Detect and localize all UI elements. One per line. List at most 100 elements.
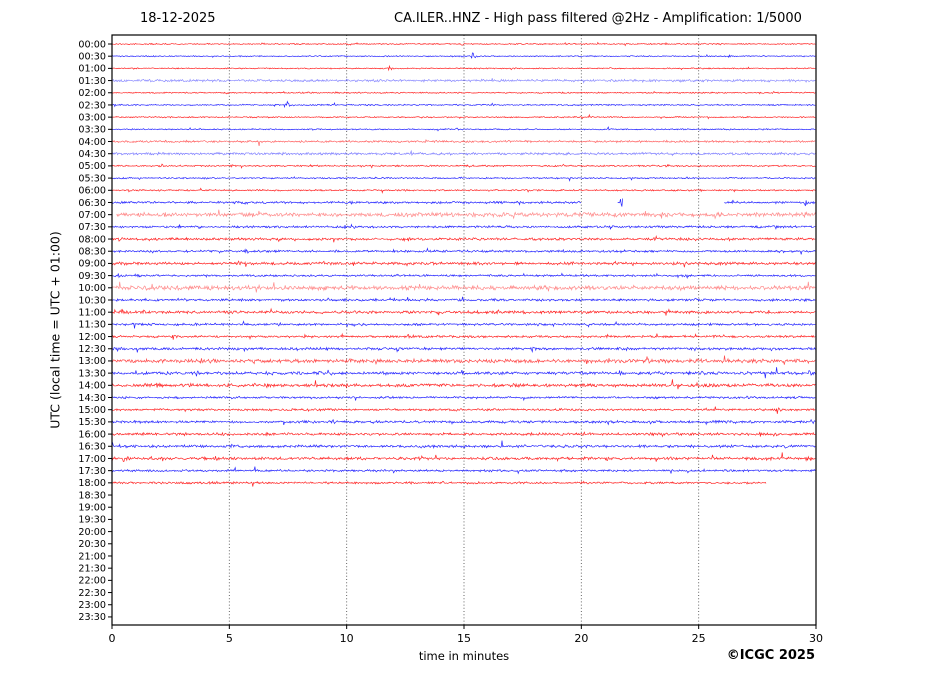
trace-16:30 — [111, 440, 816, 449]
y-tick-label: 09:00 — [78, 259, 106, 270]
trace-01:30 — [111, 78, 816, 84]
trace-11:30 — [111, 320, 816, 329]
y-tick-label: 08:00 — [78, 234, 106, 245]
trace-00:30 — [111, 52, 816, 59]
trace-17:00 — [111, 452, 816, 463]
y-tick-label: 14:30 — [78, 393, 106, 404]
y-tick-label: 08:30 — [78, 247, 106, 258]
y-tick-label: 07:00 — [78, 210, 106, 221]
y-tick-label: 13:00 — [78, 356, 106, 367]
trace-04:30 — [111, 149, 816, 157]
y-tick-label: 04:00 — [78, 137, 106, 148]
trace-17:30 — [111, 466, 816, 475]
y-tick-label: 07:30 — [78, 222, 106, 233]
y-tick-label: 16:30 — [78, 442, 106, 453]
y-tick-label: 06:00 — [78, 186, 106, 197]
x-tick-label: 5 — [226, 632, 233, 645]
x-tick-label: 10 — [340, 632, 354, 645]
trace-10:30 — [111, 296, 816, 303]
y-tick-label: 15:00 — [78, 405, 106, 416]
trace-00:00 — [111, 41, 816, 47]
y-tick-label: 17:00 — [78, 454, 106, 465]
trace-04:00 — [111, 138, 816, 147]
trace-08:30 — [111, 247, 816, 255]
trace-06:30 — [111, 200, 582, 206]
trace-07:30 — [111, 223, 816, 230]
trace-16:00 — [111, 431, 816, 438]
y-tick-label: 05:30 — [78, 173, 106, 184]
trace-09:00 — [111, 260, 816, 268]
y-tick-label: 04:30 — [78, 149, 106, 160]
trace-14:00 — [111, 379, 816, 390]
y-tick-label: 09:30 — [78, 271, 106, 282]
trace-06:00 — [111, 187, 816, 194]
y-tick-label: 01:00 — [78, 64, 106, 75]
x-axis-label: time in minutes — [418, 649, 510, 663]
trace-15:00 — [111, 406, 816, 414]
trace-09:30 — [111, 272, 816, 280]
trace-07:00 — [116, 209, 817, 220]
y-tick-label: 14:00 — [78, 381, 106, 392]
y-tick-label: 02:30 — [78, 100, 106, 111]
y-tick-label: 11:30 — [78, 320, 106, 331]
y-tick-label: 03:30 — [78, 125, 106, 136]
y-tick-label: 23:00 — [78, 600, 106, 611]
trace-12:00 — [111, 332, 816, 341]
y-tick-label: 12:00 — [78, 332, 106, 343]
trace-01:00 — [111, 64, 816, 72]
y-tick-label: 02:00 — [78, 88, 106, 99]
y-tick-label: 12:30 — [78, 344, 106, 355]
y-tick-label: 22:30 — [78, 588, 106, 599]
x-tick-label: 0 — [109, 632, 116, 645]
x-tick-label: 25 — [692, 632, 706, 645]
chart-title: CA.ILER..HNZ - High pass filtered @2Hz -… — [394, 11, 802, 26]
y-tick-label: 06:30 — [78, 198, 106, 209]
trace-13:30 — [111, 367, 816, 379]
y-tick-label: 19:00 — [78, 503, 106, 514]
trace-05:30 — [111, 176, 816, 182]
y-tick-label: 18:30 — [78, 490, 106, 501]
trace-06:30 — [617, 198, 623, 207]
y-tick-label: 03:00 — [78, 112, 106, 123]
y-tick-label: 13:30 — [78, 368, 106, 379]
x-tick-label: 30 — [809, 632, 823, 645]
trace-02:30 — [111, 100, 816, 109]
date-label: 18-12-2025 — [140, 11, 216, 26]
y-tick-label: 05:00 — [78, 161, 106, 172]
y-tick-label: 20:30 — [78, 539, 106, 550]
y-tick-label: 21:00 — [78, 551, 106, 562]
copyright-label: ©ICGC 2025 — [726, 648, 815, 663]
y-tick-label: 16:00 — [78, 429, 106, 440]
trace-02:00 — [111, 90, 816, 95]
trace-05:00 — [111, 163, 816, 169]
y-tick-label: 20:00 — [78, 527, 106, 538]
y-tick-label: 17:30 — [78, 466, 106, 477]
y-tick-label: 15:30 — [78, 417, 106, 428]
y-tick-label: 10:30 — [78, 295, 106, 306]
y-tick-label: 01:30 — [78, 76, 106, 87]
y-tick-label: 11:00 — [78, 307, 106, 318]
y-tick-label: 22:00 — [78, 576, 106, 587]
trace-15:30 — [111, 418, 816, 426]
y-tick-label: 23:30 — [78, 612, 106, 623]
trace-03:30 — [111, 126, 816, 132]
y-tick-label: 18:00 — [78, 478, 106, 489]
x-tick-label: 20 — [574, 632, 588, 645]
trace-12:30 — [111, 346, 816, 353]
trace-14:30 — [111, 395, 816, 402]
y-tick-label: 00:00 — [78, 39, 106, 50]
x-tick-label: 15 — [457, 632, 471, 645]
trace-13:00 — [111, 355, 816, 366]
trace-11:00 — [111, 307, 816, 316]
trace-08:00 — [111, 234, 816, 243]
y-tick-label: 10:00 — [78, 283, 106, 294]
y-tick-label: 19:30 — [78, 515, 106, 526]
y-tick-label: 00:30 — [78, 51, 106, 62]
y-tick-label: 21:30 — [78, 563, 106, 574]
trace-03:00 — [111, 113, 816, 120]
trace-18:00 — [111, 480, 767, 487]
trace-10:00 — [111, 281, 816, 293]
trace-06:30 — [724, 199, 816, 207]
